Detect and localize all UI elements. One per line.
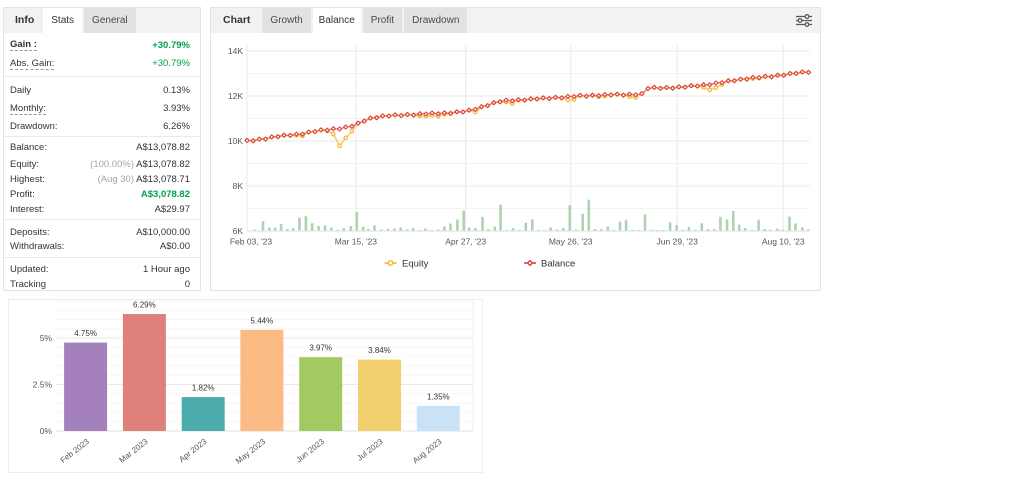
svg-text:May 2023: May 2023: [234, 437, 268, 466]
svg-text:3.97%: 3.97%: [309, 344, 332, 353]
svg-text:5%: 5%: [40, 333, 53, 343]
svg-text:Feb 03, '23: Feb 03, '23: [230, 237, 273, 247]
svg-text:Jul 2023: Jul 2023: [355, 437, 385, 463]
svg-text:Feb 2023: Feb 2023: [59, 437, 92, 465]
svg-text:Mar 2023: Mar 2023: [117, 437, 150, 465]
svg-text:5.44%: 5.44%: [251, 316, 274, 325]
svg-text:10K: 10K: [228, 136, 243, 146]
svg-text:Aug 2023: Aug 2023: [411, 437, 444, 466]
svg-text:Jun 2023: Jun 2023: [294, 437, 326, 465]
svg-text:0%: 0%: [40, 426, 53, 436]
svg-text:6K: 6K: [233, 226, 244, 236]
svg-text:1.35%: 1.35%: [427, 392, 450, 401]
svg-text:6.29%: 6.29%: [133, 301, 156, 310]
svg-text:4.75%: 4.75%: [74, 329, 97, 338]
svg-text:Apr 2023: Apr 2023: [177, 437, 209, 464]
svg-text:Apr 27, '23: Apr 27, '23: [445, 237, 486, 247]
svg-text:12K: 12K: [228, 91, 243, 101]
svg-text:Aug 10, '23: Aug 10, '23: [762, 237, 805, 247]
svg-text:Jun 29, '23: Jun 29, '23: [657, 237, 699, 247]
svg-text:Mar 15, '23: Mar 15, '23: [335, 237, 378, 247]
svg-text:Equity: Equity: [402, 259, 429, 270]
svg-text:May 26, '23: May 26, '23: [549, 237, 593, 247]
svg-text:1.82%: 1.82%: [192, 384, 215, 393]
svg-text:2.5%: 2.5%: [33, 380, 53, 390]
svg-text:8K: 8K: [233, 181, 244, 191]
svg-text:14K: 14K: [228, 46, 243, 56]
svg-text:Balance: Balance: [541, 259, 575, 270]
svg-text:3.84%: 3.84%: [368, 346, 391, 355]
